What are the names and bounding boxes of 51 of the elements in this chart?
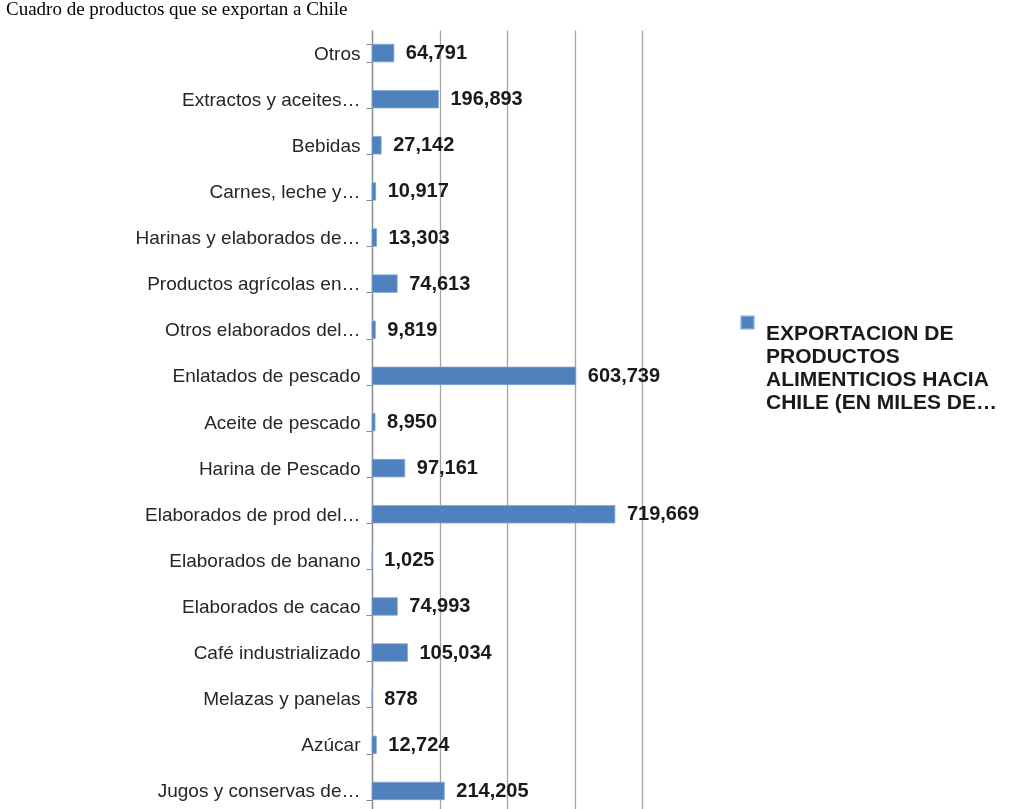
y-tick-label: Carnes, leche y…	[209, 180, 361, 202]
data-label: 719,669	[626, 502, 700, 525]
y-tick-label: Melazas y panelas	[203, 688, 361, 710]
bar	[371, 597, 398, 616]
data-label: 8,950	[387, 410, 438, 432]
y-tick-label: Elaborados de prod del…	[145, 503, 361, 525]
bar	[371, 412, 376, 432]
legend-label: EXPORTACION DE PRODUCTOS ALIMENTICIOS HACIA CHILE (EN MILES DE…	[766, 320, 998, 413]
data-label: 64,791	[405, 41, 468, 64]
y-tick-label: Elaborados de banano	[169, 549, 361, 571]
data-label: 27,142	[393, 133, 455, 156]
y-tick-label: Extractos y aceites…	[182, 88, 361, 110]
y-tick-label: Aceite de pescado	[204, 411, 361, 433]
y-tick-label: Elaborados de cacao	[181, 595, 361, 617]
y-tick-label: Bebidas	[291, 134, 361, 156]
bar	[371, 458, 406, 478]
bar	[371, 136, 382, 155]
data-label: 13,303	[388, 225, 450, 248]
y-tick-label: Café industrializado	[193, 642, 361, 664]
data-label: 603,739	[587, 363, 661, 386]
text: Cuadro de productos que se exportan a Chile	[6, 0, 348, 19]
bar	[371, 320, 376, 339]
bar	[371, 505, 616, 524]
data-label: 196,893	[450, 87, 523, 110]
data-label: 74,613	[409, 271, 471, 294]
y-tick-label: Harinas y elaborados de…	[135, 227, 361, 249]
bar	[371, 366, 577, 386]
bar	[371, 182, 377, 201]
y-tick-label: Jugos y conservas de…	[157, 780, 361, 802]
y-tick-label: Harina de Pescado	[198, 457, 361, 479]
bar	[371, 43, 395, 63]
bar	[371, 735, 377, 754]
y-tick-label: Enlatados de pescado	[172, 365, 361, 387]
data-label: 74,993	[409, 594, 471, 617]
data-label: 105,034	[419, 640, 493, 663]
bar	[371, 274, 398, 293]
data-label: 10,917	[387, 179, 449, 202]
data-label: 1,025	[384, 548, 435, 571]
bar	[371, 90, 439, 109]
y-tick-label: Productos agrícolas en…	[147, 273, 361, 295]
bar	[371, 643, 408, 662]
data-label: 214,205	[456, 778, 529, 801]
bar	[371, 781, 445, 801]
y-tick-label: Otros elaborados del…	[165, 319, 361, 341]
y-tick-label: Otros	[314, 42, 361, 64]
data-label: 9,819	[387, 317, 438, 340]
y-tick-label: Azúcar	[301, 734, 362, 756]
data-label: 97,161	[416, 456, 478, 479]
data-label: 878	[384, 686, 418, 709]
bar	[371, 228, 377, 247]
data-label: 12,724	[388, 732, 451, 755]
